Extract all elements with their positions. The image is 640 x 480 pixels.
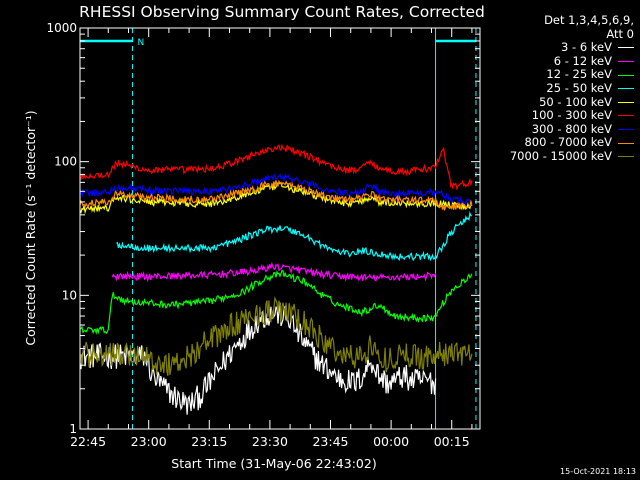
legend-label: 3 - 6 keV	[561, 40, 612, 55]
y-tick-label-2: 100	[54, 155, 77, 169]
legend-entry: 100 - 300 keV	[484, 109, 634, 123]
legend-swatch	[618, 101, 634, 103]
legend-swatch	[618, 74, 634, 76]
x-tick-label-0: 22:45	[70, 434, 106, 449]
legend-swatch	[618, 156, 634, 158]
axes: 1 10 100 1000 22:45 23:00 23:15 23:30 23:45 00:00…	[46, 21, 480, 449]
legend-label: 300 - 800 keV	[531, 121, 612, 136]
series-line-5	[80, 143, 473, 191]
night-marker-label: N	[138, 38, 145, 48]
series-line-7	[80, 179, 473, 211]
generation-timestamp: 15-Oct-2021 18:13	[560, 467, 636, 476]
legend-entry: 25 - 50 keV	[484, 80, 634, 96]
x-tick-label-6: 00:15	[434, 434, 470, 449]
legend-label: 50 - 100 keV	[539, 94, 612, 109]
legend-entry: 3 - 6 keV	[484, 41, 634, 55]
plot-area: N	[80, 28, 477, 429]
series-line-3	[116, 211, 473, 262]
plot-frame	[79, 27, 481, 430]
y-tick-label-1: 10	[62, 288, 77, 302]
x-tick-label-1: 23:00	[131, 434, 167, 449]
legend-entry: 50 - 100 keV	[484, 94, 634, 110]
legend-label: 7000 - 15000 keV	[509, 148, 612, 163]
legend-entry: 6 - 12 keV	[484, 53, 634, 69]
legend-label: 800 - 7000 keV	[524, 135, 612, 150]
x-tick-label-4: 23:45	[312, 434, 348, 449]
legend-swatch	[618, 88, 634, 90]
y-axis-label: Corrected Count Rate (s⁻¹ detector⁻¹)	[23, 110, 38, 345]
chart-title: RHESSI Observing Summary Count Rates, Co…	[79, 3, 485, 21]
legend-swatch	[618, 115, 634, 117]
legend-label: 6 - 12 keV	[553, 53, 612, 68]
series-line-0	[80, 302, 437, 415]
legend-attenuator: Att 0	[606, 26, 634, 41]
legend-entry: 800 - 7000 keV	[484, 136, 634, 150]
legend-swatch	[618, 142, 634, 144]
legend-label: 25 - 50 keV	[546, 80, 612, 95]
series-line-1	[111, 261, 437, 283]
legend-label: 12 - 25 keV	[546, 67, 612, 82]
series-line-8	[80, 296, 473, 376]
x-tick-label-3: 23:30	[252, 434, 288, 449]
y-tick-label-0: 1	[69, 422, 77, 436]
legend-entry: 12 - 25 keV	[484, 68, 634, 82]
legend-label: 100 - 300 keV	[531, 108, 612, 123]
series-line-2	[80, 269, 473, 336]
x-tick-label-2: 23:15	[191, 434, 227, 449]
legend-swatch	[618, 61, 634, 63]
legend: Det 1,3,4,5,6,9, Att 0 3 - 6 keV 6 - 12 k…	[484, 13, 634, 164]
legend-entry: 7000 - 15000 keV	[484, 148, 634, 164]
legend-swatch	[618, 129, 634, 131]
x-axis-label: Start Time (31-May-06 22:43:02)	[171, 456, 376, 471]
legend-swatch	[618, 47, 634, 49]
legend-entry: 300 - 800 keV	[484, 121, 634, 137]
legend-entries: 3 - 6 keV 6 - 12 keV 12 - 25 keV 25 - 50 ke…	[484, 41, 634, 163]
series-group: N	[80, 28, 477, 429]
y-tick-label-3: 1000	[46, 21, 77, 35]
x-tick-label-5: 00:00	[373, 434, 409, 449]
legend-detectors: Det 1,3,4,5,6,9,	[544, 13, 634, 27]
